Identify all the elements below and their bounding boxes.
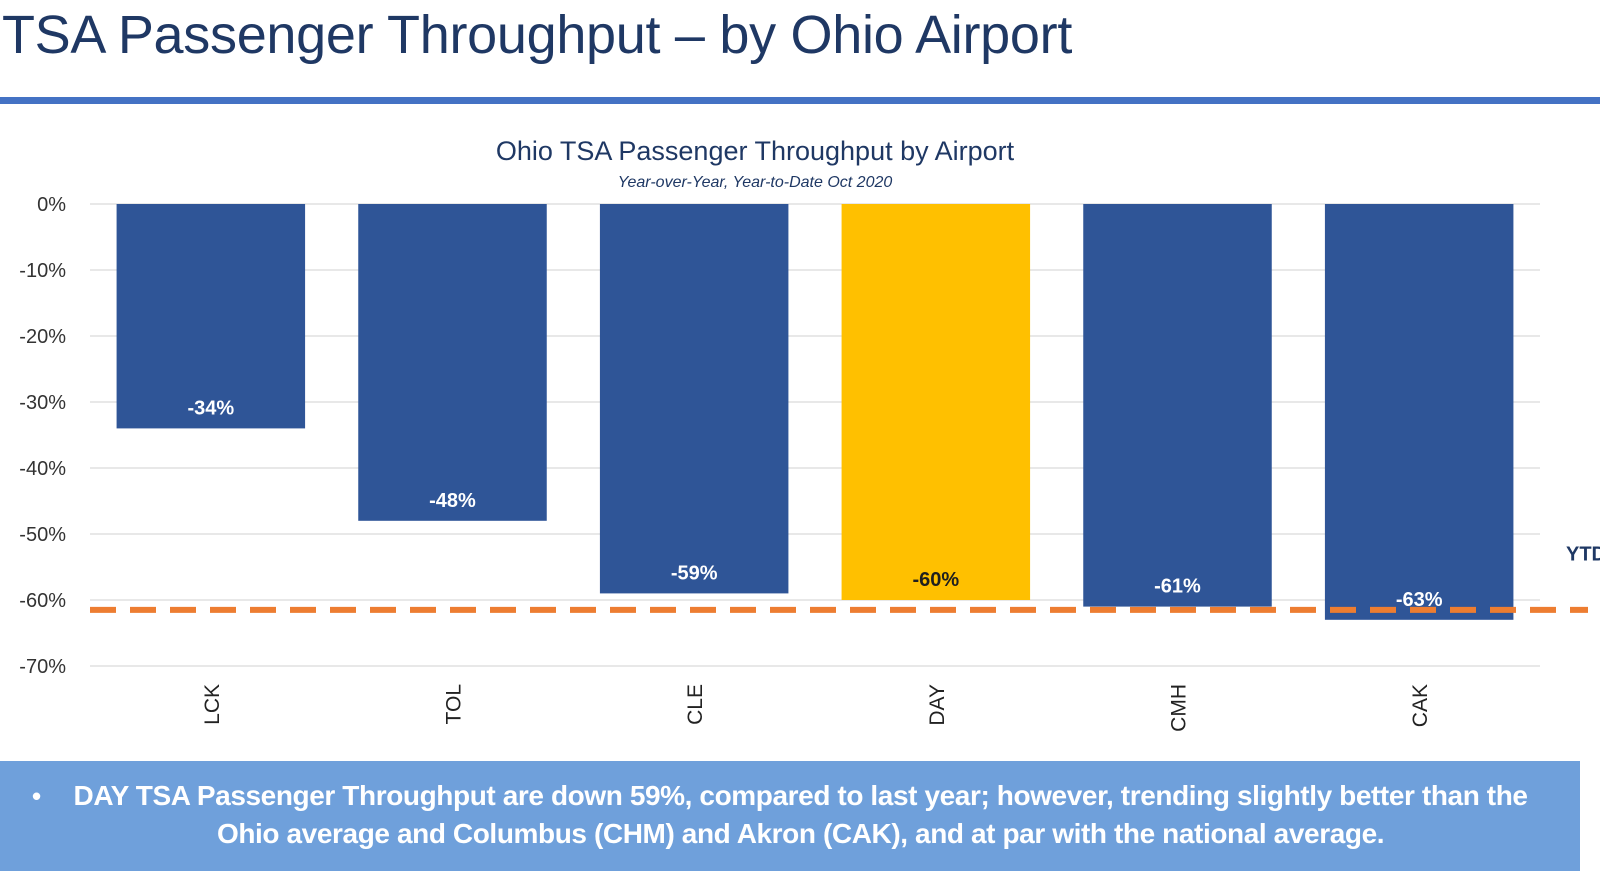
x-tick-label: CAK xyxy=(1409,684,1432,727)
chart-reference: YTD xyxy=(90,543,1600,613)
x-tick-label: LCK xyxy=(201,684,224,725)
summary-item: • DAY TSA Passenger Throughput are down … xyxy=(32,777,1540,853)
y-tick-label: -40% xyxy=(19,458,66,480)
summary-box: • DAY TSA Passenger Throughput are down … xyxy=(0,761,1580,871)
y-tick-label: -30% xyxy=(19,392,66,414)
data-label: -60% xyxy=(912,569,959,591)
chart-labels: -34% -48% -59% -60% -61% -63% xyxy=(187,397,1442,610)
x-tick-label: TOL xyxy=(443,684,466,724)
reference-label: YTD xyxy=(1566,543,1600,565)
bar-cmh xyxy=(1083,204,1272,607)
bar-cle xyxy=(599,204,789,594)
x-tick-label: CLE xyxy=(684,684,707,725)
bar-day xyxy=(841,204,1031,600)
chart-title: Ohio TSA Passenger Throughput by Airport xyxy=(496,136,1015,166)
x-tick-label: DAY xyxy=(926,684,949,726)
data-label: -34% xyxy=(187,397,234,419)
y-tick-label: -20% xyxy=(19,326,66,348)
y-tick-label: -60% xyxy=(19,590,66,612)
title-divider xyxy=(0,97,1600,104)
data-label: -63% xyxy=(1396,589,1443,611)
chart-grid xyxy=(90,203,1540,667)
chart-x-axis: LCK TOL CLE DAY CMH CAK xyxy=(201,684,1432,732)
y-tick-label: 0% xyxy=(37,194,66,216)
x-tick-label: CMH xyxy=(1168,684,1191,732)
bar-lck xyxy=(116,204,306,429)
bar-cak xyxy=(1324,204,1514,620)
bar-chart: 0%-10%-20%-30%-40%-50%-60%-70% YTD -34%-… xyxy=(19,136,1600,732)
data-label: -48% xyxy=(429,490,476,512)
summary-text: DAY TSA Passenger Throughput are down 59… xyxy=(73,780,1528,849)
data-label: -59% xyxy=(671,562,718,584)
chart-bars xyxy=(116,204,1514,620)
y-tick-label: -70% xyxy=(19,656,66,678)
slide-title: TSA Passenger Throughput – by Ohio Airpo… xyxy=(2,5,1073,65)
chart-subtitle: Year-over-Year, Year-to-Date Oct 2020 xyxy=(618,174,893,191)
y-tick-label: -50% xyxy=(19,524,66,546)
y-tick-label: -10% xyxy=(19,260,66,282)
bar-tol xyxy=(358,204,547,521)
data-label: -61% xyxy=(1154,576,1201,598)
chart-y-axis: 0% -10% -20% -30% -40% -50% -60% -70% xyxy=(19,194,66,678)
summary-bullet: • xyxy=(32,781,42,811)
